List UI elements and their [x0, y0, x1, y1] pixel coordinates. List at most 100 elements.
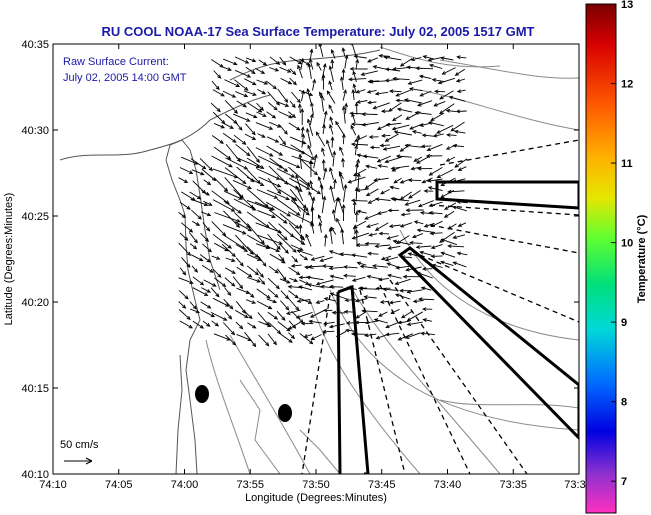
current-vector — [308, 159, 313, 178]
current-vector — [356, 209, 367, 214]
current-vector — [420, 286, 432, 291]
bathymetry-contours — [205, 46, 579, 474]
station-marker — [278, 404, 292, 422]
current-vector — [307, 62, 312, 79]
current-vector — [356, 158, 361, 168]
current-vector — [452, 234, 466, 240]
current-vector — [269, 67, 280, 72]
current-vector — [246, 223, 265, 245]
current-vector — [406, 311, 424, 322]
current-vector — [245, 123, 256, 136]
current-vector — [387, 208, 399, 213]
x-tick-label: 73:55 — [236, 479, 264, 491]
current-vector — [414, 110, 432, 115]
current-vector — [222, 122, 234, 129]
current-vector — [364, 212, 380, 220]
current-vector — [280, 77, 293, 85]
current-vector — [233, 198, 257, 211]
current-vector — [403, 98, 423, 104]
current-vector — [328, 227, 333, 244]
current-vector — [429, 231, 443, 236]
current-vector — [310, 255, 325, 261]
current-vector — [373, 318, 389, 324]
scale-label: 50 cm/s — [60, 439, 99, 451]
current-vector — [211, 135, 224, 144]
current-vector — [257, 89, 267, 95]
current-vector — [344, 54, 349, 69]
current-vector — [222, 132, 237, 143]
current-vector — [456, 251, 468, 256]
chart-title: RU COOL NOAA-17 Sea Surface Temperature:… — [101, 24, 534, 39]
current-vector — [255, 147, 274, 157]
current-vector — [276, 310, 286, 321]
current-vector — [235, 91, 249, 98]
current-vector — [331, 209, 336, 222]
current-vector — [375, 286, 391, 291]
current-vector — [246, 290, 255, 298]
current-vector — [288, 111, 297, 118]
current-vector — [310, 334, 322, 340]
current-vector — [287, 297, 300, 311]
current-vector — [337, 196, 344, 214]
current-vector — [450, 121, 465, 132]
current-vector — [189, 191, 202, 200]
current-vector — [354, 210, 359, 223]
current-vector — [295, 311, 313, 319]
current-vector — [256, 168, 281, 180]
current-vector — [189, 301, 197, 310]
current-vector — [335, 330, 347, 338]
current-vector — [374, 244, 391, 249]
annotation-line1: Raw Surface Current: — [63, 56, 169, 68]
current-vector — [356, 172, 361, 189]
current-vector — [258, 320, 272, 328]
y-tick-label: 40:10 — [21, 469, 49, 481]
current-vector — [190, 198, 209, 206]
current-vector — [439, 103, 455, 115]
current-vector — [372, 264, 388, 268]
current-vector — [363, 295, 377, 299]
current-vector — [419, 90, 432, 97]
current-vector — [279, 300, 290, 311]
current-vector — [222, 90, 237, 98]
current-vector — [341, 105, 346, 124]
current-vector — [299, 157, 318, 176]
current-vector — [328, 65, 334, 82]
current-vector — [367, 100, 377, 105]
current-vector — [258, 176, 282, 188]
current-vector — [245, 66, 256, 75]
current-vector — [339, 76, 344, 91]
current-vector — [400, 255, 412, 260]
current-vector — [233, 113, 251, 122]
current-vector — [290, 144, 316, 160]
current-vector — [235, 257, 244, 267]
current-vector — [322, 321, 335, 326]
current-vector — [178, 212, 187, 219]
current-vector — [256, 288, 271, 299]
current-vector — [178, 290, 189, 300]
current-vector — [402, 274, 422, 279]
current-vector — [321, 195, 327, 214]
current-vector — [388, 300, 401, 305]
current-vector — [325, 139, 334, 158]
current-vector — [192, 287, 209, 296]
current-vector — [387, 245, 401, 250]
current-vector — [359, 264, 378, 269]
current-vector — [278, 124, 288, 135]
current-vector — [210, 311, 228, 321]
current-vector — [235, 244, 249, 252]
y-axis: 40:35 40:30 40:25 40:20 40:15 40:10 — [21, 39, 579, 481]
current-vector — [210, 102, 221, 113]
current-vector — [430, 112, 445, 122]
current-vector — [431, 263, 443, 268]
current-vector — [445, 108, 456, 113]
current-vector — [321, 73, 326, 90]
current-vector — [266, 298, 278, 304]
current-vector — [278, 135, 287, 146]
current-vector — [351, 253, 368, 258]
current-vector — [232, 276, 244, 290]
current-vector — [421, 177, 433, 184]
current-vector — [349, 66, 368, 71]
current-vector — [406, 289, 423, 294]
current-vector — [368, 232, 378, 237]
current-vector — [354, 144, 359, 156]
